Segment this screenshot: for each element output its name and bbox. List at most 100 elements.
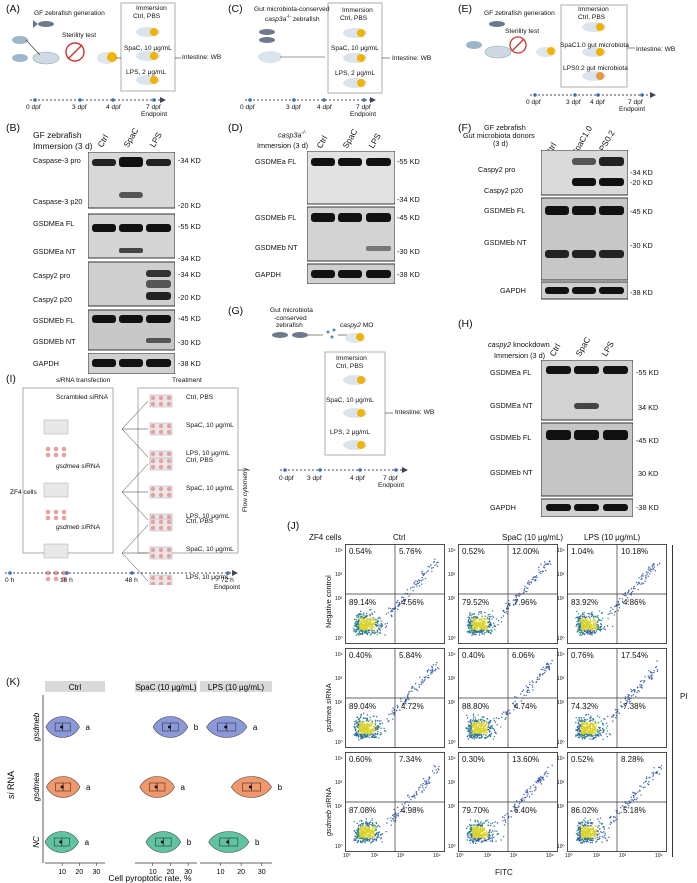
- y-tick: 10⁴: [557, 652, 565, 658]
- x-tick: 10²: [484, 853, 492, 859]
- significance-letter: a: [253, 723, 258, 732]
- x-axis-label: Cell pyroptotic rate, %: [108, 873, 192, 883]
- quadrant-percent: 1.04%: [571, 547, 594, 556]
- row-label: gsdmea: [32, 772, 41, 801]
- ctrl-condition: Ctrl, PBS: [133, 13, 161, 20]
- panel-h-blots: [541, 360, 633, 517]
- well: [53, 452, 59, 458]
- y-tick: 10²: [557, 804, 565, 810]
- gsdmeb-nt-d: GSDMEb NT: [255, 243, 298, 252]
- lane-spac: SpaC: [121, 126, 141, 149]
- significance-letter: a: [85, 838, 90, 847]
- panel-d-title1: casp3a-/-: [278, 130, 307, 140]
- well: [150, 458, 156, 464]
- y-tick: 10⁴: [335, 652, 343, 658]
- lps-gm-e: LPS0.2 gut microbiota: [563, 65, 628, 72]
- panel-k-label: (K): [6, 676, 20, 688]
- gsdmea-nt-h: GSDMEa NT: [490, 401, 533, 410]
- gsdmeb-nt: GSDMEb NT: [33, 337, 76, 346]
- panel-g-title2: -conserved: [274, 315, 307, 322]
- panel-c-title2: casp3a-/- zebrafish: [265, 14, 320, 24]
- day-7: 7 dpf: [146, 104, 161, 111]
- immersion-g: Immersion: [336, 355, 367, 362]
- ctrl-condition-c: Ctrl, PBS: [340, 15, 368, 22]
- transfection-label: siRNA transfection: [56, 377, 111, 384]
- readout-g: Intestine: WB: [395, 409, 435, 416]
- panel-d-blots: [307, 151, 395, 284]
- y-tick: 10³: [557, 572, 565, 578]
- caspy2-p20: Caspy2 p20: [33, 295, 72, 304]
- quadrant-percent: 88.80%: [462, 702, 490, 711]
- spac-condition-c: SpaC, 10 μg/mL: [331, 45, 379, 52]
- well: [45, 515, 51, 521]
- well: [53, 570, 59, 576]
- ctrl-e: Ctrl, PBS: [578, 14, 606, 21]
- gf-generation-e: GF zebrafish generation: [484, 10, 555, 17]
- endpoint-g: Endpoint: [378, 482, 405, 489]
- time-48h: 48 h: [125, 577, 138, 584]
- y-tick: 10⁴: [448, 652, 456, 658]
- y-tick: 10²: [335, 804, 343, 810]
- mean-point: [60, 725, 64, 729]
- quadrant-percent: 5.84%: [399, 651, 422, 660]
- panel-d-title2: Immersion (3 d): [257, 141, 309, 150]
- quadrant-percent: 0.40%: [462, 651, 485, 660]
- y-tick: 10³: [335, 780, 343, 786]
- kd-34-d: -34 KD: [397, 195, 420, 204]
- y-tick: 10⁴: [448, 548, 456, 554]
- facet-label: SpaC (10 μg/mL): [135, 683, 196, 692]
- panel-i-schematic: [5, 387, 250, 585]
- immersion-e: Immersion: [578, 6, 609, 13]
- well: [150, 464, 156, 470]
- kd-38-f: -38 KD: [630, 288, 653, 297]
- y-tick: 10⁰: [448, 740, 456, 746]
- panel-h-label: (H): [458, 318, 473, 330]
- facet-header: [135, 681, 197, 692]
- kd-34-h: 34 KD: [638, 403, 659, 412]
- lane-spac-h: SpaC: [573, 335, 593, 358]
- quadrant-percent: 79.70%: [462, 806, 490, 815]
- significance-letter: b: [278, 783, 283, 792]
- panel-b-gapdh-blot: [88, 353, 175, 374]
- scrambled-sirna: Scrambled siRNA: [56, 394, 109, 401]
- well: [61, 576, 67, 582]
- panel-g-title1: Gut microbiota: [270, 307, 313, 314]
- y-tick: 10²: [448, 804, 456, 810]
- y-tick: 10³: [557, 676, 565, 682]
- lane-ctrl-d: Ctrl: [314, 133, 330, 150]
- y-tick: 10²: [335, 596, 343, 602]
- quadrant-percent: 79.52%: [462, 598, 490, 607]
- branch-line: [121, 524, 149, 554]
- x-tick-label: 30: [93, 869, 101, 876]
- kd-45-h: -45 KD: [636, 436, 659, 445]
- well: [150, 575, 156, 581]
- quadrant-percent: 10.18%: [621, 547, 649, 556]
- gsdmea-fl: GSDMEa FL: [33, 219, 75, 228]
- lps-g: LPS, 2 μg/mL: [330, 429, 371, 436]
- day7-e: 7 dpf: [628, 99, 643, 106]
- quadrant-percent: 6.06%: [512, 651, 535, 660]
- x-tick: 10³: [510, 853, 518, 859]
- branch-line: [121, 463, 149, 493]
- lane-spac-d: SpaC: [340, 127, 360, 150]
- gf-generation-label: GF zebrafish generation: [34, 10, 105, 17]
- mo-label: caspy2 MO: [340, 322, 374, 329]
- well: [45, 509, 51, 515]
- y-tick: 10²: [557, 700, 565, 706]
- x-tick-label: 10: [149, 869, 157, 876]
- significance-letter: a: [181, 783, 186, 792]
- day4-g: 4 dpf: [350, 475, 365, 482]
- y-tick: 10⁰: [335, 844, 343, 850]
- well: [158, 547, 164, 553]
- day0-c: 0 dpf: [240, 104, 255, 111]
- panel-g-schematic: [272, 328, 408, 473]
- flow-plot: [345, 648, 445, 748]
- y-tick: 10³: [448, 676, 456, 682]
- well: [150, 429, 156, 435]
- ctrl-g: Ctrl, PBS: [336, 363, 364, 370]
- gsdmeb-fl-d: GSDMEb FL: [255, 213, 297, 222]
- well: [166, 395, 172, 401]
- well: [150, 423, 156, 429]
- x-tick-label: 10: [58, 869, 66, 876]
- time-18h: 18 h: [60, 577, 73, 584]
